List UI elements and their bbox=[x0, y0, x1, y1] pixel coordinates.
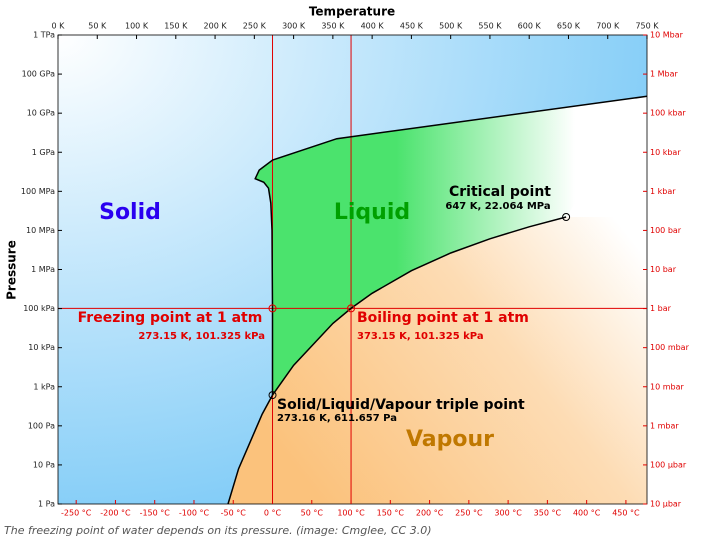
phase-boundary bbox=[227, 394, 274, 505]
point-marker bbox=[347, 304, 356, 313]
x2-tick-label: -150 °C bbox=[140, 509, 171, 518]
point-label: Boiling point at 1 atm bbox=[357, 310, 529, 326]
x2-tick-label: 50 °C bbox=[301, 509, 324, 518]
y-tick-label: 1 Pa bbox=[38, 500, 55, 509]
x2-tick-label: 0 °C bbox=[264, 509, 282, 518]
y2-tick-label: 10 µbar bbox=[650, 500, 682, 509]
y-tick-label: 10 kPa bbox=[28, 343, 55, 352]
x-axis-title: Temperature bbox=[309, 5, 395, 19]
x-tick-label: 650 K bbox=[557, 22, 581, 31]
point-marker bbox=[562, 212, 571, 221]
region-label: Solid bbox=[99, 200, 161, 225]
x2-tick-label: -100 °C bbox=[179, 509, 210, 518]
phase-boundary bbox=[271, 216, 567, 396]
y-tick-label: 10 Pa bbox=[33, 460, 55, 469]
x2-tick-label: 300 °C bbox=[494, 509, 522, 518]
y-tick-label: 100 MPa bbox=[21, 187, 55, 196]
y2-tick-label: 1 Mbar bbox=[650, 70, 679, 79]
x-tick-label: 700 K bbox=[596, 22, 620, 31]
y2-tick-label: 100 bar bbox=[650, 226, 682, 235]
y-tick-label: 1 TPa bbox=[33, 31, 55, 40]
y2-tick-label: 1 bar bbox=[650, 304, 672, 313]
y2-tick-label: 10 kbar bbox=[650, 148, 681, 157]
y-tick-label: 1 GPa bbox=[32, 148, 55, 157]
x-tick-label: 150 K bbox=[164, 22, 188, 31]
x2-tick-label: 200 °C bbox=[416, 509, 444, 518]
y-tick-label: 1 kPa bbox=[33, 382, 55, 391]
x-tick-label: 50 K bbox=[88, 22, 107, 31]
region-label: Liquid bbox=[334, 200, 410, 225]
point-detail: 647 K, 22.064 MPa bbox=[445, 201, 550, 212]
x-tick-label: 500 K bbox=[439, 22, 463, 31]
x-tick-label: 350 K bbox=[321, 22, 345, 31]
y-axis-title: Pressure bbox=[5, 240, 19, 300]
point-label: Solid/Liquid/Vapour triple point bbox=[277, 397, 525, 413]
y-tick-label: 100 kPa bbox=[23, 304, 55, 313]
x-tick-label: 750 K bbox=[635, 22, 659, 31]
point-marker bbox=[268, 304, 277, 313]
point-detail: 273.15 K, 101.325 kPa bbox=[138, 331, 265, 342]
y-tick-label: 1 MPa bbox=[31, 265, 55, 274]
point-label: Freezing point at 1 atm bbox=[78, 310, 263, 326]
y2-tick-label: 1 kbar bbox=[650, 187, 676, 196]
y2-tick-label: 10 mbar bbox=[650, 382, 684, 391]
y-tick-label: 100 GPa bbox=[22, 70, 55, 79]
x2-tick-label: 350 °C bbox=[534, 509, 562, 518]
x-tick-label: 600 K bbox=[518, 22, 542, 31]
x-tick-label: 100 K bbox=[125, 22, 149, 31]
point-label: Critical point bbox=[449, 184, 551, 200]
y-tick-label: 10 GPa bbox=[27, 109, 55, 118]
x-tick-label: 400 K bbox=[361, 22, 385, 31]
y2-tick-label: 10 Mbar bbox=[650, 31, 684, 40]
region-label: Vapour bbox=[406, 427, 494, 452]
y2-tick-label: 10 bar bbox=[650, 265, 677, 274]
point-detail: 273.16 K, 611.657 Pa bbox=[277, 413, 397, 424]
liquid-region bbox=[255, 96, 647, 396]
y2-tick-label: 100 µbar bbox=[650, 460, 687, 469]
x-tick-label: 450 K bbox=[400, 22, 424, 31]
x-tick-label: 300 K bbox=[282, 22, 306, 31]
chart: Solid Liquid Vapour Freezing point at 1 atm… bbox=[5, 5, 690, 518]
x2-tick-label: 450 °C bbox=[612, 509, 640, 518]
caption: The freezing point of water depends on i… bbox=[4, 524, 432, 537]
x2-tick-label: 250 °C bbox=[455, 509, 483, 518]
x2-tick-label: -50 °C bbox=[221, 509, 247, 518]
y2-tick-label: 1 mbar bbox=[650, 421, 679, 430]
y2-tick-label: 100 kbar bbox=[650, 109, 686, 118]
x-tick-label: 200 K bbox=[204, 22, 228, 31]
x-tick-label: 250 K bbox=[243, 22, 267, 31]
point-detail: 373.15 K, 101.325 kPa bbox=[357, 331, 484, 342]
y2-tick-label: 100 mbar bbox=[650, 343, 690, 352]
y-tick-label: 100 Pa bbox=[28, 421, 55, 430]
solid-region bbox=[58, 35, 647, 504]
phase-boundary bbox=[254, 95, 648, 396]
x2-tick-label: -250 °C bbox=[61, 509, 92, 518]
x2-tick-label: 150 °C bbox=[377, 509, 405, 518]
vapour-region bbox=[228, 217, 647, 504]
x2-tick-label: 100 °C bbox=[337, 509, 365, 518]
x2-tick-label: -200 °C bbox=[100, 509, 131, 518]
x-tick-label: 0 K bbox=[52, 22, 66, 31]
x-tick-label: 550 K bbox=[478, 22, 502, 31]
point-marker bbox=[268, 391, 277, 400]
x2-tick-label: 400 °C bbox=[573, 509, 601, 518]
y-tick-label: 10 MPa bbox=[26, 226, 55, 235]
